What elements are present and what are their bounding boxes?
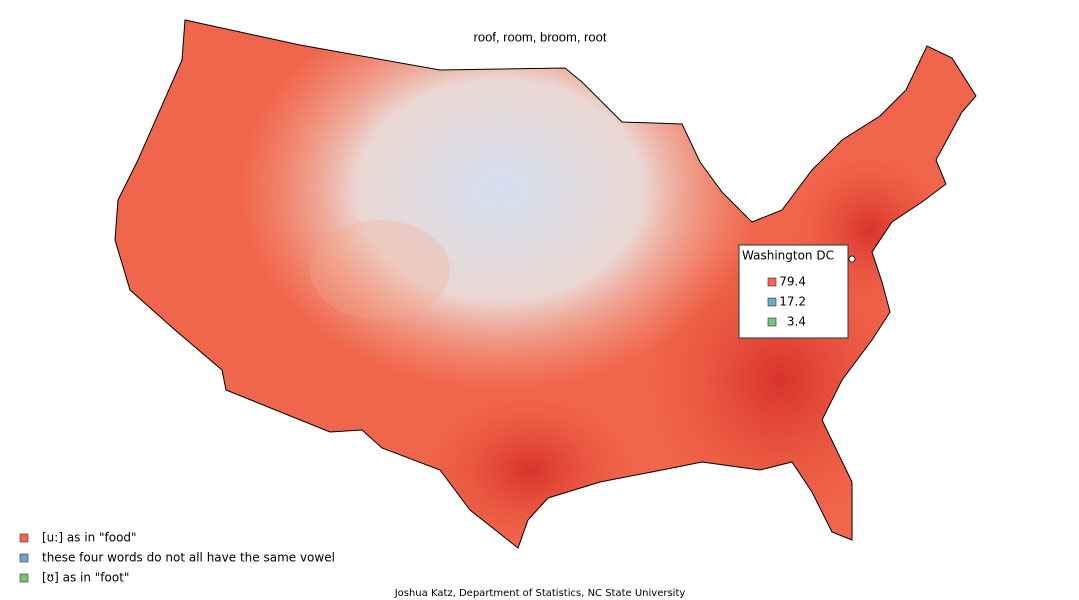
popup-box xyxy=(738,244,849,339)
popup-swatch xyxy=(767,277,777,287)
legend-swatch xyxy=(19,553,29,563)
dc-marker xyxy=(848,255,856,263)
popup-swatch xyxy=(767,297,777,307)
legend-label: [ʊ] as in "foot" xyxy=(42,571,129,585)
legend-label: these four words do not all have the sam… xyxy=(42,551,335,565)
popup-value: 17.2 xyxy=(779,295,806,309)
legend-label: [u:] as in "food" xyxy=(42,531,137,545)
legend-swatch xyxy=(19,573,29,583)
map-title: roof, room, broom, root xyxy=(474,29,607,44)
popup: Washington DC 79.4 17.2 3.4 xyxy=(738,244,856,339)
legend-swatch xyxy=(19,533,29,543)
popup-value: 3.4 xyxy=(787,315,806,329)
popup-swatch xyxy=(767,317,777,327)
us-outline xyxy=(114,19,977,549)
popup-title: Washington DC xyxy=(742,249,834,263)
popup-value: 79.4 xyxy=(779,275,806,289)
credit: Joshua Katz, Department of Statistics, N… xyxy=(394,588,686,599)
